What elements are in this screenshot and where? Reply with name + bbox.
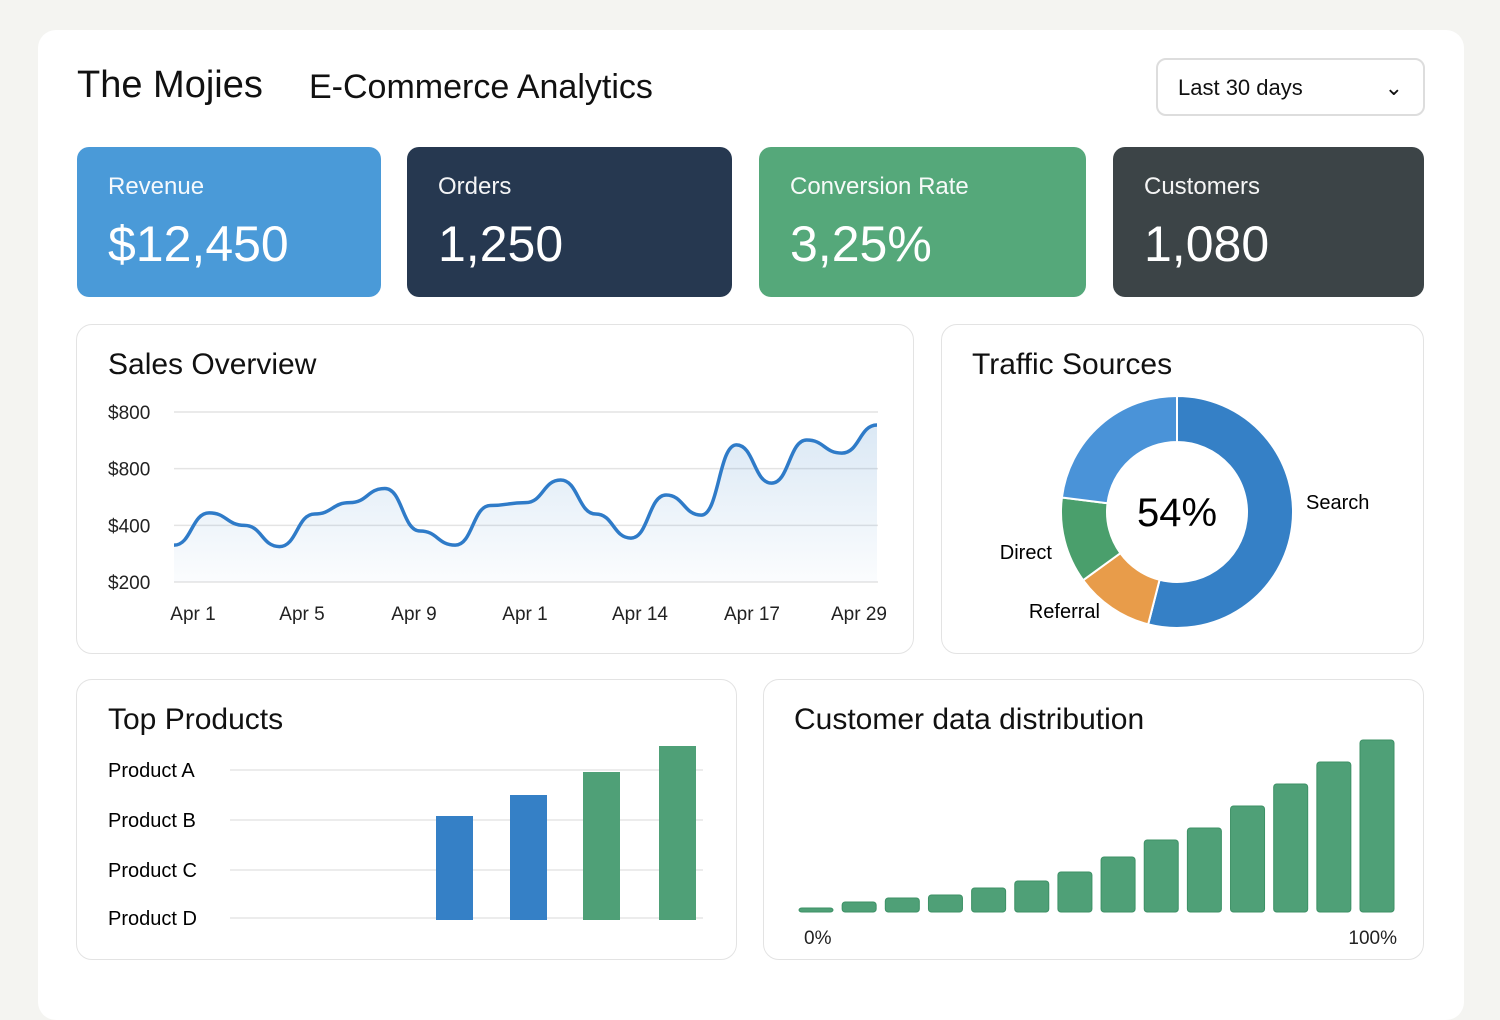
kpi-conversion-rate: Conversion Rate 3,25% xyxy=(759,147,1086,297)
distribution-bar xyxy=(1100,856,1136,913)
kpi-orders: Orders 1,250 xyxy=(407,147,732,297)
x-tick-label: Apr 14 xyxy=(612,604,668,625)
y-tick-label: $800 xyxy=(108,403,150,424)
donut-slice xyxy=(1146,394,1294,629)
x-tick-label: Apr 1 xyxy=(170,604,215,625)
category-label: Product C xyxy=(108,860,197,882)
kpi-label: Orders xyxy=(438,173,512,200)
date-range-select[interactable]: Last 30 days ⌄ xyxy=(1156,58,1425,116)
sales-overview-title: Sales Overview xyxy=(108,348,317,381)
x-tick-label: Apr 9 xyxy=(391,604,436,625)
distribution-bar xyxy=(841,901,877,913)
x-tick-label: Apr 1 xyxy=(502,604,547,625)
customer-distribution-card xyxy=(763,679,1424,960)
donut-slice xyxy=(1060,394,1178,505)
distribution-bar xyxy=(1186,827,1222,913)
date-range-value: Last 30 days xyxy=(1178,75,1303,100)
distribution-bar xyxy=(971,887,1007,913)
distribution-bar xyxy=(884,897,920,913)
legend-label-search: Search xyxy=(1306,492,1369,514)
kpi-revenue: Revenue $12,450 xyxy=(77,147,381,297)
page-title: E-Commerce Analytics xyxy=(309,68,653,106)
product-bar xyxy=(436,816,473,920)
brand-name: The Mojies xyxy=(77,64,263,106)
distribution-bar xyxy=(1143,839,1179,913)
kpi-label: Conversion Rate xyxy=(790,173,969,200)
y-tick-label: $400 xyxy=(108,516,150,537)
kpi-value: 1,250 xyxy=(438,216,564,272)
kpi-label: Revenue xyxy=(108,173,205,200)
category-label: Product A xyxy=(108,760,195,782)
y-tick-label: $800 xyxy=(108,460,150,481)
distribution-bar xyxy=(1014,880,1050,913)
kpi-value: 1,080 xyxy=(1144,216,1270,272)
x-tick-label: Apr 17 xyxy=(724,604,780,625)
legend-label-direct: Direct xyxy=(1000,542,1053,564)
kpi-label: Customers xyxy=(1144,173,1261,200)
chevron-down-icon: ⌄ xyxy=(1384,75,1403,100)
distribution-bar xyxy=(1230,805,1266,913)
customer-distribution-title: Customer data distribution xyxy=(794,703,1145,736)
legend-label-referral: Referral xyxy=(1029,601,1100,623)
y-tick-label: $200 xyxy=(108,573,150,594)
kpi-customers: Customers 1,080 xyxy=(1113,147,1424,297)
distribution-bar xyxy=(1273,783,1309,913)
x-tick-label: Apr 5 xyxy=(279,604,324,625)
kpi-value: 3,25% xyxy=(790,216,932,272)
kpi-value: $12,450 xyxy=(108,216,289,272)
distribution-bar xyxy=(1359,739,1395,913)
distribution-bar xyxy=(927,894,963,913)
donut-center-label: 54% xyxy=(1137,491,1217,535)
x-tick-label: 0% xyxy=(804,928,832,949)
x-tick-label: Apr 29 xyxy=(831,604,887,625)
product-bar xyxy=(583,772,620,920)
top-products-title: Top Products xyxy=(108,703,284,736)
distribution-bar xyxy=(1316,761,1352,913)
product-bar xyxy=(659,746,696,920)
category-label: Product B xyxy=(108,810,196,832)
product-bar xyxy=(510,795,547,920)
category-label: Product D xyxy=(108,908,197,930)
sales-line xyxy=(173,423,878,549)
x-tick-label: 100% xyxy=(1348,928,1397,949)
distribution-bar xyxy=(798,907,834,913)
distribution-bar xyxy=(1057,871,1093,913)
traffic-sources-title: Traffic Sources xyxy=(972,348,1173,381)
